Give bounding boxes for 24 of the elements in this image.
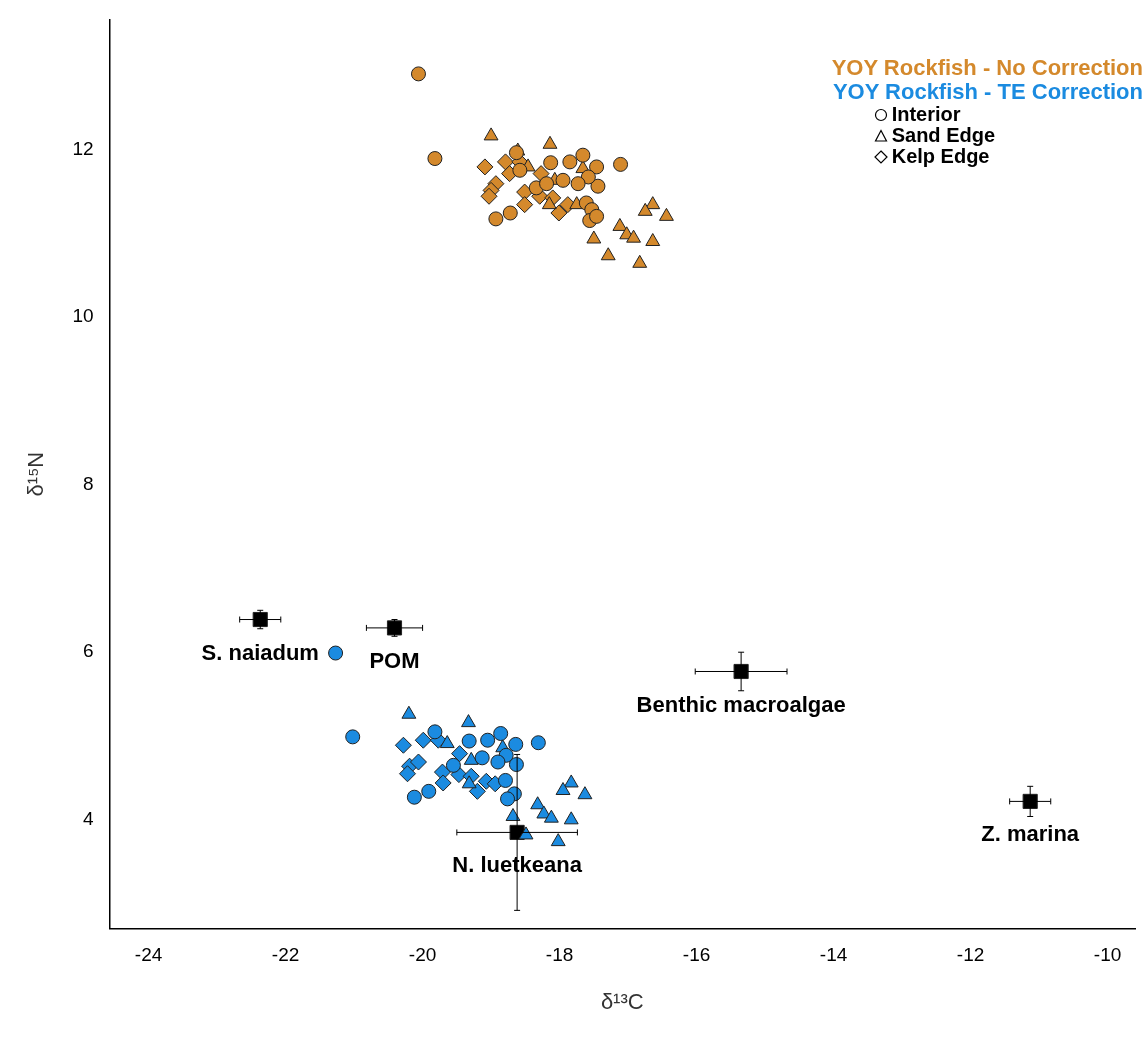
annotation: YOY Rockfish - TE Correction xyxy=(831,79,1143,104)
x-tick-label: -18 xyxy=(545,944,574,966)
y-tick-label: 4 xyxy=(82,808,94,830)
y-tick-label: 6 xyxy=(82,640,94,662)
annotation: POM xyxy=(369,647,420,673)
y-axis-title: δ¹⁵N xyxy=(23,451,49,497)
y-tick-label: 10 xyxy=(72,305,94,327)
annotation: Sand Edge xyxy=(891,124,996,146)
x-tick-label: -20 xyxy=(408,944,437,966)
x-tick-label: -10 xyxy=(1093,944,1122,966)
x-tick-label: -16 xyxy=(682,944,711,966)
x-axis-title: δ¹³C xyxy=(600,988,644,1014)
annotation: Benthic macroalgae xyxy=(636,691,846,717)
annotation: Interior xyxy=(891,103,961,125)
y-tick-label: 8 xyxy=(82,472,94,494)
y-tick-label: 12 xyxy=(72,137,94,159)
x-tick-label: -24 xyxy=(134,944,163,966)
annotation: YOY Rockfish - No Correction xyxy=(831,55,1143,80)
x-tick-label: -22 xyxy=(271,944,300,966)
annotation: Z. marina xyxy=(981,821,1080,847)
annotation: S. naiadum xyxy=(201,639,319,665)
x-tick-label: -14 xyxy=(819,944,848,966)
annotation: Kelp Edge xyxy=(891,145,990,167)
x-tick-label: -12 xyxy=(956,944,985,966)
